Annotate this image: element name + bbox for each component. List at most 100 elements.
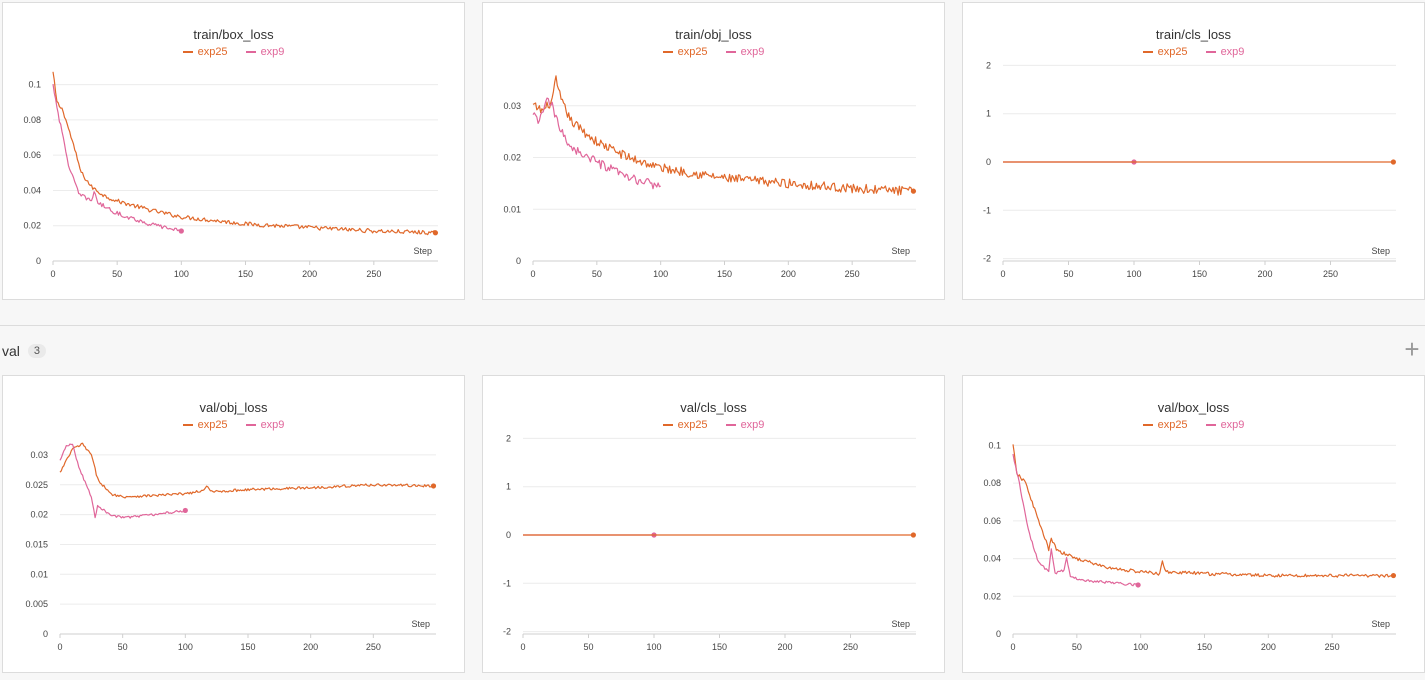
legend-item-exp25[interactable]: exp25	[182, 46, 228, 58]
chart-title: val/box_loss	[1157, 400, 1230, 415]
x-tick-label: 0	[1000, 269, 1005, 279]
chart-plot-train-obj-loss[interactable]: 0 0.01 0.02 0.03 0 50 100 150 200 250 Step	[483, 3, 944, 299]
legend-label-exp9: exp9	[740, 419, 765, 431]
chart-title: train/cls_loss	[1155, 27, 1232, 42]
y-tick-label: 0.04	[23, 185, 41, 195]
legend-swatch-exp25	[662, 51, 673, 53]
x-tick-label: 100	[178, 642, 193, 652]
legend-item-exp25[interactable]: exp25	[662, 419, 708, 431]
legend-item-exp9[interactable]: exp9	[245, 419, 285, 431]
legend-label-exp25: exp25	[1157, 46, 1188, 58]
x-axis-label: Step	[1371, 619, 1390, 629]
legend-swatch-exp9	[245, 424, 256, 426]
chart-legend: exp25 exp9	[963, 46, 1424, 58]
x-tick-label: 200	[1257, 269, 1272, 279]
chart-plot-train-cls-loss[interactable]: -2 -1 0 1 2 0 50 100 150 200 250 Step	[963, 3, 1424, 299]
chart-plot-val-cls-loss[interactable]: -2 -1 0 1 2 0 50 100 150 200 250 Step	[483, 376, 944, 672]
y-tick-label: 0.03	[503, 101, 521, 111]
x-tick-label: 250	[1325, 642, 1340, 652]
chart-panel-val-obj-loss[interactable]: val/obj_loss exp25 exp9 0 0.005 0.01 0.015 0…	[2, 375, 465, 673]
y-tick-label: 1	[986, 109, 991, 119]
x-tick-label: 150	[240, 642, 255, 652]
legend-label-exp25: exp25	[197, 46, 228, 58]
x-tick-label: 250	[1323, 269, 1338, 279]
y-tick-label: 0	[36, 256, 41, 266]
x-tick-label: 200	[302, 269, 317, 279]
legend-item-exp9[interactable]: exp9	[245, 46, 284, 58]
x-tick-label: 150	[1192, 269, 1207, 279]
series-line-exp9	[532, 97, 661, 190]
legend-swatch-exp25	[182, 424, 193, 426]
legend-item-exp9[interactable]: exp9	[725, 46, 764, 58]
x-tick-label: 150	[1197, 642, 1212, 652]
chart-panel-val-box-loss[interactable]: val/box_loss exp25 exp9 0 0.02 0.04 0.06 0.0…	[962, 375, 1425, 673]
y-tick-label: 0.1	[28, 80, 41, 90]
legend-swatch-exp25	[1142, 51, 1153, 53]
chart-panel-train-box-loss[interactable]: train/box_loss exp25 exp9 0 0.02 0.04 0.06 0…	[2, 2, 465, 300]
y-tick-label: 0	[43, 629, 48, 639]
x-tick-label: 0	[530, 269, 535, 279]
y-tick-label: 0	[516, 256, 521, 266]
legend-swatch-exp9	[1205, 424, 1216, 426]
chart-panel-train-cls-loss[interactable]: train/cls_loss exp25 exp9 -2 -1 0 1 2 0 50 100 1…	[962, 2, 1425, 300]
y-tick-label: -2	[983, 254, 991, 264]
plus-icon[interactable]: +	[1404, 334, 1420, 364]
chart-plot-train-box-loss[interactable]: 0 0.02 0.04 0.06 0.08 0.1 0 50 100 150 200 250 Step	[3, 3, 464, 299]
y-tick-label: 0.02	[30, 510, 48, 520]
series-end-point-exp25	[1390, 572, 1397, 579]
x-tick-label: 100	[653, 269, 668, 279]
legend-label-exp9: exp9	[1220, 46, 1245, 58]
y-tick-label: 2	[986, 60, 991, 70]
x-axis-label: Step	[891, 246, 910, 256]
chart-plot-val-obj-loss[interactable]: 0 0.005 0.01 0.015 0.02 0.025 0.03 0 50 100 150 200…	[3, 376, 464, 672]
series-end-point-exp9	[182, 507, 188, 514]
chart-legend: exp25 exp9	[483, 46, 944, 58]
legend-swatch-exp9	[725, 424, 736, 426]
chart-legend: exp25 exp9	[3, 419, 464, 431]
y-tick-label: 0.04	[983, 554, 1001, 564]
x-tick-label: 250	[845, 269, 860, 279]
y-tick-label: 0	[996, 629, 1001, 639]
x-tick-label: 200	[303, 642, 318, 652]
legend-item-exp25[interactable]: exp25	[182, 419, 228, 431]
legend-label-exp9: exp9	[260, 419, 285, 431]
legend-item-exp9[interactable]: exp9	[725, 419, 765, 431]
legend-label-exp9: exp9	[1220, 419, 1245, 431]
legend-swatch-exp9	[1205, 51, 1216, 53]
x-tick-label: 250	[843, 642, 858, 652]
chart-title: train/box_loss	[193, 27, 274, 42]
chart-plot-val-box-loss[interactable]: 0 0.02 0.04 0.06 0.08 0.1 0 50 100 150 200 250 Step	[963, 376, 1424, 672]
legend-item-exp25[interactable]: exp25	[1142, 419, 1188, 431]
x-axis-label: Step	[891, 619, 910, 629]
series-line-exp25	[59, 442, 434, 499]
section-header-val[interactable]: val 3	[2, 343, 47, 359]
x-tick-label: 100	[1126, 269, 1141, 279]
y-tick-label: 0	[986, 157, 991, 167]
x-tick-label: 50	[592, 269, 602, 279]
legend-item-exp25[interactable]: exp25	[662, 46, 708, 58]
x-axis-label: Step	[413, 246, 432, 256]
legend-swatch-exp9	[725, 51, 736, 53]
legend-item-exp9[interactable]: exp9	[1205, 419, 1245, 431]
x-tick-label: 150	[717, 269, 732, 279]
y-tick-label: 0.1	[988, 440, 1001, 450]
series-end-point-exp25	[910, 532, 916, 538]
x-tick-label: 0	[520, 642, 525, 652]
y-tick-label: 0.08	[983, 478, 1001, 488]
series-line-exp9	[52, 84, 182, 234]
x-tick-label: 200	[1261, 642, 1276, 652]
chart-panel-val-cls-loss[interactable]: val/cls_loss exp25 exp9 -2 -1 0 1 2 0 50 100 150…	[482, 375, 945, 673]
y-tick-label: 0.025	[25, 480, 48, 490]
y-tick-label: 0.03	[30, 450, 48, 460]
legend-item-exp25[interactable]: exp25	[1142, 46, 1188, 58]
y-tick-label: 0.08	[23, 115, 41, 125]
x-tick-label: 100	[646, 642, 661, 652]
legend-item-exp9[interactable]: exp9	[1205, 46, 1245, 58]
y-tick-label: 2	[506, 433, 511, 443]
chart-panel-train-obj-loss[interactable]: train/obj_loss exp25 exp9 0 0.01 0.02 0.03 0…	[482, 2, 945, 300]
chart-legend: exp25 exp9	[963, 419, 1424, 431]
y-tick-label: 0.01	[503, 204, 521, 214]
x-tick-label: 50	[118, 642, 128, 652]
y-tick-label: 0.02	[23, 221, 41, 231]
x-tick-label: 250	[366, 269, 381, 279]
